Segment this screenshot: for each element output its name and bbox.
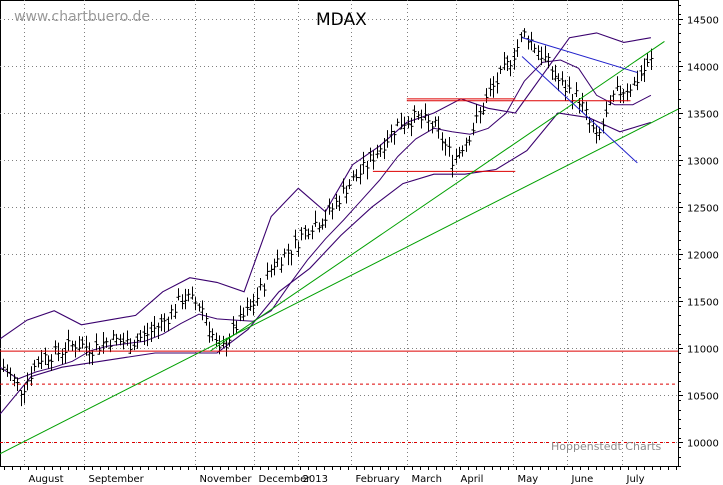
x-tick-label: March [412,474,442,485]
source-label: Hoppenstedt Charts [551,440,662,453]
moving-average-line [0,59,652,380]
y-tick-label: 10500 [687,392,719,403]
y-tick-label: 14000 [687,63,719,74]
x-tick-label: December [259,474,312,485]
y-tick-label: 11500 [687,298,719,309]
plot-frame [0,0,679,467]
x-tick-label: April [461,474,484,485]
y-tick-label: 13500 [687,110,719,121]
x-tick-label: November [200,474,253,485]
x-tick-label: August [29,474,64,485]
x-tick-label: September [89,474,145,485]
y-tick-label: 12500 [687,204,719,215]
x-tick-label: February [356,474,400,485]
y-tick-label: 13000 [687,157,719,168]
x-tick-label: July [626,474,645,485]
y-tick-label: 10000 [687,439,719,450]
bollinger-upper-band [0,32,651,340]
trend-line [0,108,679,455]
y-tick-label: 12000 [687,251,719,262]
x-tick-label: June [571,474,594,485]
x-tick-label: May [518,474,539,485]
x-tick-label: 2013 [303,474,328,485]
channel-line [521,56,638,164]
y-tick-label: 11000 [687,345,719,356]
trend-line [209,41,665,352]
watermark-text: www.chartbuero.de [14,9,151,25]
y-tick-label: 14500 [687,16,719,27]
chart-title: MDAX [316,10,367,30]
bollinger-lower-band [0,112,652,415]
channel-line [521,37,638,73]
